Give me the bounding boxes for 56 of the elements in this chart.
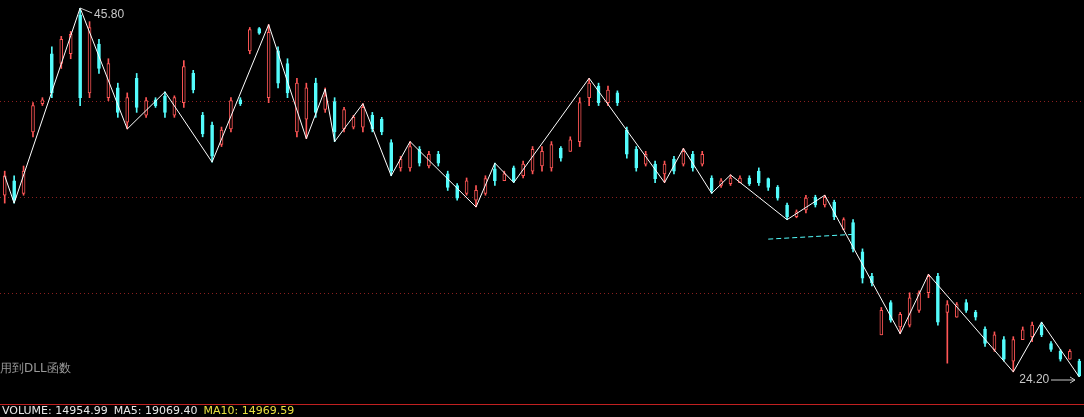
candlestick xyxy=(191,70,196,94)
candlestick xyxy=(408,141,412,172)
candlestick xyxy=(766,177,771,191)
text: MA5: 19069.40 xyxy=(113,404,198,417)
candlestick xyxy=(502,170,507,182)
candlestick xyxy=(295,77,299,138)
candlestick xyxy=(313,77,318,118)
candlestick xyxy=(436,151,441,167)
annotation: 24.20 xyxy=(1019,372,1050,387)
text: VOLUME: 14954.99 xyxy=(2,404,108,417)
candlestick xyxy=(361,103,365,133)
candlestick xyxy=(625,126,629,159)
candlestick xyxy=(1049,341,1053,352)
candlestick xyxy=(78,8,82,106)
candlestick xyxy=(1068,349,1072,360)
candlestick xyxy=(50,46,54,99)
candlestick xyxy=(1077,358,1082,377)
candlestick xyxy=(540,146,544,172)
candlestick xyxy=(804,194,808,214)
candlestick xyxy=(125,92,130,130)
candlestick xyxy=(389,139,394,177)
annotation: 用到DLL函数 xyxy=(0,361,71,376)
candlestick xyxy=(247,27,252,55)
candlestick xyxy=(181,60,186,108)
candlestick xyxy=(700,151,705,167)
candlestick xyxy=(587,77,591,106)
candlestick xyxy=(634,146,639,172)
candlestick xyxy=(1020,326,1025,340)
candlestick xyxy=(936,272,940,326)
candlestick xyxy=(1011,336,1016,373)
candlestick xyxy=(1030,321,1034,342)
candlestick xyxy=(822,194,827,208)
candlestick xyxy=(257,27,262,35)
candlestick xyxy=(577,97,582,147)
candlestick xyxy=(964,299,968,313)
candlestick xyxy=(1002,336,1006,362)
candlestick xyxy=(134,73,139,113)
text: MA10: 14969.59 xyxy=(203,404,295,417)
candlestick xyxy=(31,102,35,138)
candlestick xyxy=(59,36,64,69)
candlestick xyxy=(493,162,497,186)
candlestick xyxy=(559,146,563,162)
candlestick xyxy=(163,91,167,118)
candlestick xyxy=(756,167,761,186)
candlestick xyxy=(379,117,384,136)
candlestick xyxy=(511,165,516,183)
candlestick xyxy=(709,175,714,194)
candlestick xyxy=(785,202,789,220)
candlestick xyxy=(474,185,478,208)
candlestick xyxy=(945,300,950,364)
candlestick xyxy=(898,312,903,335)
annotation: 45.80 xyxy=(94,7,125,22)
candlestick xyxy=(342,107,346,133)
candlestick xyxy=(568,136,573,152)
candlestick xyxy=(210,121,214,163)
candlestick xyxy=(606,85,610,106)
